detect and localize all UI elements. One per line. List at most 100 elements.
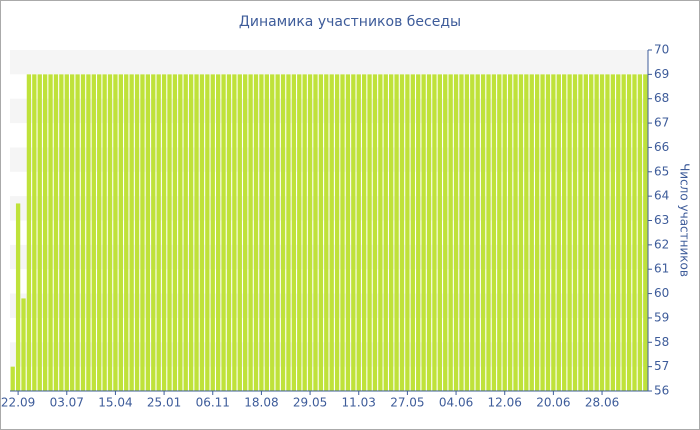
bar bbox=[351, 74, 356, 391]
bar bbox=[75, 74, 80, 391]
bar bbox=[313, 74, 318, 391]
bar bbox=[340, 74, 345, 391]
x-tick-label: 06.11 bbox=[196, 396, 230, 410]
y-tick-label: 70 bbox=[654, 43, 669, 57]
bar bbox=[21, 298, 26, 391]
bar bbox=[167, 74, 172, 391]
bar bbox=[589, 74, 594, 391]
bar bbox=[86, 74, 91, 391]
bar bbox=[161, 74, 167, 391]
bar bbox=[480, 74, 486, 391]
bar bbox=[626, 74, 632, 391]
bar bbox=[621, 74, 626, 391]
bar bbox=[540, 74, 545, 391]
bar bbox=[491, 74, 497, 391]
bar bbox=[199, 74, 205, 391]
bar bbox=[297, 74, 302, 391]
bar bbox=[410, 74, 415, 391]
bar bbox=[210, 74, 215, 391]
bar bbox=[507, 74, 513, 391]
y-tick-label: 58 bbox=[654, 335, 669, 349]
bar bbox=[26, 74, 32, 391]
y-tick-label: 66 bbox=[654, 140, 669, 154]
bar bbox=[270, 74, 275, 391]
bar bbox=[475, 74, 480, 391]
bar bbox=[513, 74, 518, 391]
bar bbox=[356, 74, 361, 391]
x-tick-label: 28.06 bbox=[585, 396, 619, 410]
bar bbox=[97, 74, 102, 391]
plot: 56 57 58 59 60 61 62 63 64 65 66 67 68 69 70 22.09 03.07… bbox=[1, 43, 669, 410]
grid-band bbox=[10, 50, 648, 75]
bar bbox=[497, 74, 502, 391]
bar bbox=[113, 74, 118, 391]
bar bbox=[232, 74, 237, 391]
bar bbox=[459, 74, 464, 391]
bar bbox=[156, 74, 161, 391]
bar bbox=[91, 74, 96, 391]
bar bbox=[637, 74, 643, 391]
bar bbox=[188, 74, 194, 391]
bar bbox=[551, 74, 556, 391]
bar bbox=[324, 74, 329, 391]
bar bbox=[264, 74, 269, 391]
bar bbox=[307, 74, 313, 391]
bar bbox=[416, 74, 421, 391]
bar bbox=[10, 366, 15, 391]
y-tick-label: 59 bbox=[654, 310, 669, 324]
bar bbox=[286, 74, 291, 391]
bar bbox=[145, 74, 151, 391]
bar bbox=[399, 74, 405, 391]
bar bbox=[194, 74, 199, 391]
bar bbox=[134, 74, 140, 391]
bar bbox=[205, 74, 210, 391]
y-tick-label: 69 bbox=[654, 67, 669, 81]
y-tick-label: 68 bbox=[654, 91, 669, 105]
y-axis-title: Число участников bbox=[678, 163, 692, 277]
bar bbox=[361, 74, 367, 391]
bar bbox=[394, 74, 399, 391]
bar bbox=[129, 74, 134, 391]
bar bbox=[594, 74, 599, 391]
bar bbox=[378, 74, 383, 391]
bar bbox=[80, 74, 86, 391]
bar bbox=[632, 74, 637, 391]
x-tick-label: 03.07 bbox=[50, 396, 84, 410]
bar bbox=[372, 74, 378, 391]
x-tick-label: 15.04 bbox=[98, 396, 132, 410]
y-tick-label: 63 bbox=[654, 213, 669, 227]
bar bbox=[534, 74, 540, 391]
bar bbox=[243, 74, 248, 391]
bar bbox=[59, 74, 64, 391]
x-tick-label: 27.05 bbox=[390, 396, 424, 410]
bar bbox=[432, 74, 437, 391]
x-tick-label: 04.06 bbox=[439, 396, 473, 410]
x-tick-label: 18.08 bbox=[244, 396, 278, 410]
bar bbox=[562, 74, 567, 391]
x-tick-label: 25.01 bbox=[147, 396, 181, 410]
bar bbox=[70, 74, 75, 391]
bar bbox=[334, 74, 340, 391]
y-tick-label: 61 bbox=[654, 262, 669, 276]
bar bbox=[437, 74, 443, 391]
bar bbox=[405, 74, 410, 391]
bar bbox=[221, 74, 226, 391]
bar bbox=[237, 74, 242, 391]
bar bbox=[275, 74, 280, 391]
bar bbox=[53, 74, 59, 391]
bar bbox=[453, 74, 459, 391]
bar bbox=[443, 74, 448, 391]
bar bbox=[578, 74, 583, 391]
bar bbox=[151, 74, 156, 391]
x-tick-label: 20.06 bbox=[536, 396, 570, 410]
bar bbox=[448, 74, 453, 391]
bar bbox=[426, 74, 432, 391]
bar bbox=[107, 74, 113, 391]
bar bbox=[605, 74, 610, 391]
bar bbox=[124, 74, 129, 391]
y-tick-label: 56 bbox=[654, 384, 669, 398]
bar bbox=[42, 74, 48, 391]
bar bbox=[226, 74, 232, 391]
bar bbox=[118, 74, 124, 391]
